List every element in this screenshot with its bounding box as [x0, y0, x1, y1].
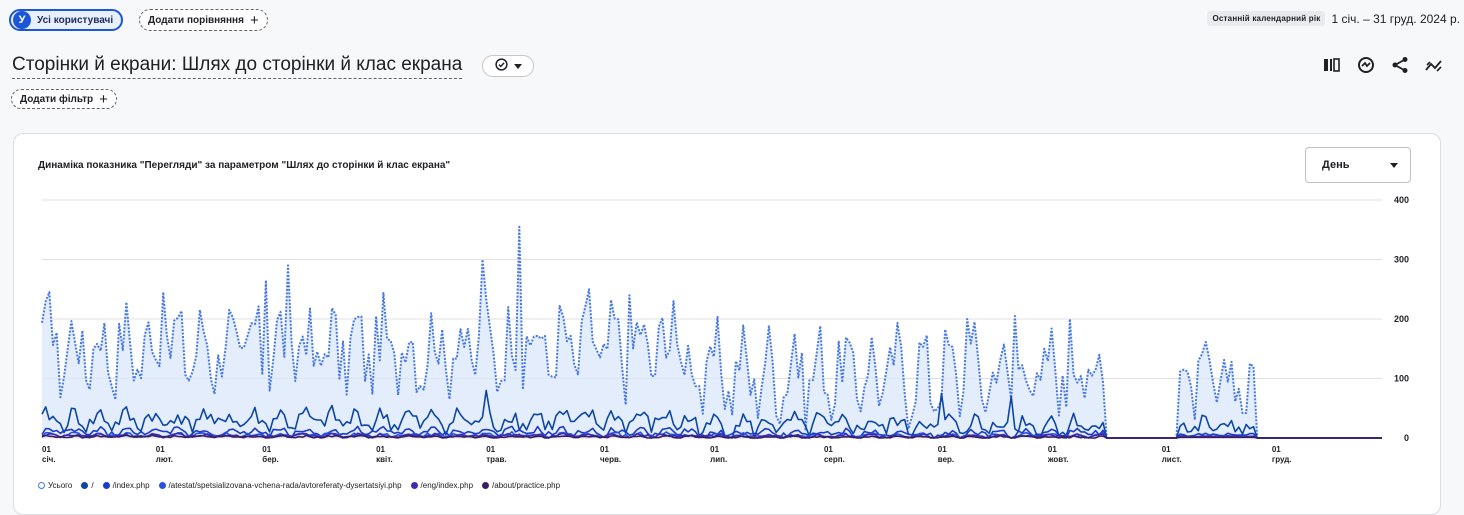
legend-swatch: [81, 482, 89, 489]
x-tick-day: 01: [938, 445, 947, 454]
y-tick-label: 200: [1394, 314, 1409, 324]
x-tick-month: серп.: [824, 455, 845, 464]
x-tick-month: груд.: [1272, 455, 1292, 464]
chevron-down-icon: [513, 59, 522, 73]
x-tick-day: 01: [1048, 445, 1057, 454]
chevron-down-icon: [1390, 162, 1398, 168]
segment-chip[interactable]: У Усі користувачі: [9, 9, 124, 31]
legend-label: Усього: [48, 481, 73, 490]
y-tick-label: 400: [1394, 195, 1409, 205]
legend-item[interactable]: /index.php: [102, 481, 150, 490]
series-line: [41, 434, 1382, 439]
granularity-select[interactable]: День: [1305, 147, 1411, 183]
share-icon[interactable]: [1390, 55, 1410, 75]
add-filter-label: Додати фільтр: [20, 93, 94, 105]
series-area: [42, 226, 1382, 438]
legend-label: /about/practice.php: [492, 481, 561, 490]
insights-icon[interactable]: [1356, 55, 1376, 75]
segment-avatar: У: [13, 11, 31, 29]
legend-item[interactable]: Усього: [38, 481, 72, 490]
chart-title: Динаміка показника "Перегляди" за параме…: [38, 160, 451, 171]
y-tick-label: 100: [1394, 374, 1409, 384]
report-toolbar: [1322, 55, 1444, 75]
x-tick-month: лют.: [156, 455, 173, 464]
x-tick-month: черв.: [600, 455, 621, 464]
chart-card: [13, 133, 1441, 515]
x-tick-day: 01: [376, 445, 385, 454]
plus-icon: +: [249, 11, 259, 29]
plus-icon: +: [99, 90, 108, 108]
x-tick-day: 01: [42, 445, 51, 454]
page-title: Сторінки й екрани: Шлях до сторінки й кл…: [12, 53, 463, 79]
legend-item[interactable]: /about/practice.php: [482, 481, 560, 490]
x-tick-day: 01: [486, 445, 495, 454]
legend-label: /eng/index.php: [420, 481, 474, 490]
x-tick-month: жовт.: [1047, 455, 1069, 464]
date-range-picker[interactable]: Останній календарний рік 1 січ. – 31 гру…: [1207, 11, 1460, 26]
legend-label: /: [91, 481, 94, 490]
date-preset-label: Останній календарний рік: [1207, 11, 1326, 26]
check-circle-icon: [494, 58, 508, 74]
x-tick-month: бер.: [262, 455, 279, 464]
x-tick-month: лип.: [710, 455, 727, 464]
x-tick-day: 01: [824, 445, 833, 454]
x-tick-day: 01: [156, 445, 165, 454]
add-comparison-button[interactable]: Додати порівняння +: [139, 9, 268, 31]
y-tick-label: 0: [1404, 433, 1409, 443]
x-tick-month: вер.: [938, 455, 954, 464]
y-tick-label: 300: [1394, 255, 1409, 265]
x-tick-day: 01: [710, 445, 719, 454]
x-tick-day: 01: [600, 445, 609, 454]
legend-swatch: [482, 482, 490, 489]
x-tick-month: трав.: [486, 455, 506, 464]
legend-item[interactable]: /: [81, 481, 94, 490]
trend-icon[interactable]: [1424, 55, 1444, 75]
x-tick-month: січ.: [42, 455, 56, 464]
legend-item[interactable]: /atestat/spetsializovana-vchena-rada/avt…: [158, 481, 402, 490]
legend-label: /atestat/spetsializovana-vchena-rada/avt…: [168, 481, 402, 490]
legend-swatch: [158, 482, 166, 489]
x-tick-day: 01: [1162, 445, 1171, 454]
line-chart: 400300200100001січ.01лют.01бер.01квіт.01…: [41, 195, 1409, 464]
granularity-value: День: [1322, 159, 1350, 171]
date-range-text: 1 січ. – 31 груд. 2024 р.: [1331, 11, 1460, 26]
compare-columns-icon[interactable]: [1322, 55, 1342, 75]
legend-item[interactable]: /eng/index.php: [410, 481, 474, 490]
legend-swatch: [410, 482, 418, 489]
legend-label: /index.php: [112, 481, 150, 490]
legend-swatch: [38, 482, 45, 489]
report-status-dropdown[interactable]: [482, 55, 534, 77]
x-tick-day: 01: [262, 445, 271, 454]
segment-label: Усі користувачі: [37, 14, 114, 26]
legend-swatch: [102, 482, 110, 489]
x-tick-month: квіт.: [376, 455, 393, 464]
chart-legend: Усього / /index.php/atestat/spetsializovan…: [38, 481, 560, 490]
x-tick-day: 01: [1272, 445, 1281, 454]
add-comparison-label: Додати порівняння: [148, 14, 244, 26]
x-tick-month: лист.: [1162, 455, 1182, 464]
add-filter-button[interactable]: Додати фільтр +: [11, 89, 117, 109]
